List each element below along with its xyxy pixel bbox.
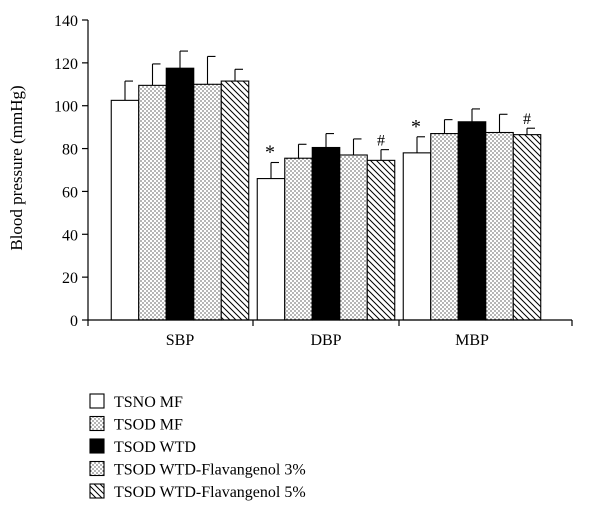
x-tick-label-dbp: DBP [310,332,341,349]
significance-mark-dbp-series-1: * [265,142,275,164]
y-axis-label: Blood pressure (mmHg) [7,85,26,250]
legend-swatch-series-5 [89,483,105,499]
bar-sbp-series-1 [110,99,140,321]
y-tick-label: 20 [62,270,78,287]
bar-dbp-series-4 [339,154,368,321]
y-axis-label-group: Blood pressure (mmHg) [7,85,26,250]
bar-dbp-series-5 [366,159,396,321]
x-tick-label-mbp: MBP [455,332,489,349]
legend-label-series-1: TSNO MF [114,394,183,411]
bar-dbp-series-3 [311,146,341,321]
bar-dbp-series-1 [256,178,286,321]
bar-sbp-series-5 [220,80,250,321]
y-tick-label: 0 [70,313,78,330]
y-tick-label: 60 [62,184,78,201]
significance-mark-dbp-series-5: # [377,133,385,150]
bar-mbp-series-2 [430,133,459,321]
y-tick-label: 80 [62,142,78,159]
bar-mbp-series-5 [512,134,542,321]
bar-sbp-series-3 [165,67,195,321]
plot-area: * # * # [110,50,542,321]
bar-sbp-series-4 [193,83,222,321]
bar-mbp-series-4 [485,131,514,321]
significance-mark-mbp-series-5: # [523,111,531,128]
y-tick-label: 100 [54,99,78,116]
bar-dbp-series-2 [284,157,313,321]
legend-swatch-series-2 [89,415,105,432]
bar-sbp-series-2 [138,84,167,321]
bar-mbp-series-3 [457,121,487,321]
legend-label-series-2: TSOD MF [114,417,183,434]
significance-mark-mbp-series-1: * [411,116,421,138]
legend-swatch-series-4 [89,460,105,477]
bar-mbp-series-1 [402,152,432,321]
y-tick-label: 120 [54,56,78,73]
legend: TSNO MF TSOD MF TSOD WTD TSOD WTD-Flavangen… [89,393,306,501]
legend-label-series-3: TSOD WTD [114,439,196,456]
axes: 0 20 40 60 80 100 120 140 SBP DBP MBP [54,13,573,349]
legend-swatch-series-3 [89,438,105,454]
legend-label-series-5: TSOD WTD-Flavangenol 5% [114,484,306,501]
legend-swatch-series-1 [89,393,105,409]
y-tick-label: 40 [62,227,78,244]
y-tick-label: 140 [54,13,78,30]
x-tick-label-sbp: SBP [166,332,195,349]
legend-label-series-4: TSOD WTD-Flavangenol 3% [114,462,306,479]
